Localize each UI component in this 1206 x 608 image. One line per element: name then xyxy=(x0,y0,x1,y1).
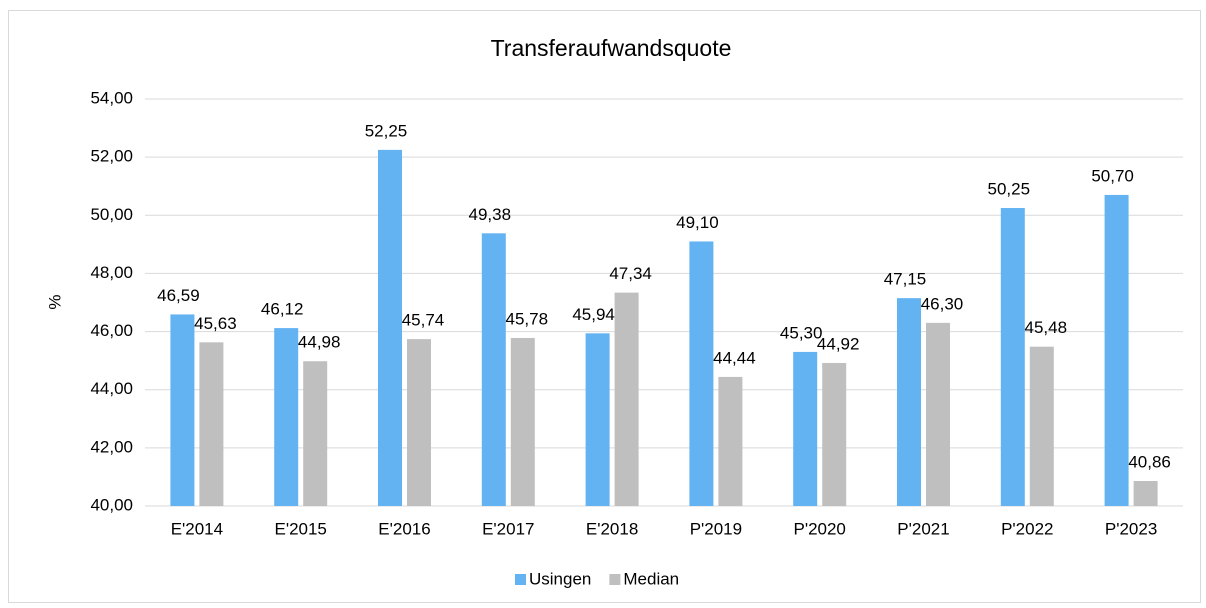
chart-title: Transferaufwandsquote xyxy=(491,35,732,61)
x-tick-label: P'2023 xyxy=(1105,519,1157,538)
bar xyxy=(689,241,714,506)
y-axis-label: % xyxy=(45,294,64,309)
bar xyxy=(199,342,224,506)
legend-label: Median xyxy=(623,569,679,588)
data-label: 45,48 xyxy=(1025,318,1068,337)
y-tick-label: 44,00 xyxy=(90,379,133,398)
bar xyxy=(274,328,299,506)
y-tick-label: 54,00 xyxy=(90,88,133,107)
x-tick-label: E'2017 xyxy=(482,519,534,538)
data-label: 46,30 xyxy=(921,294,964,313)
data-label: 45,74 xyxy=(402,311,445,330)
y-tick-label: 40,00 xyxy=(90,495,133,514)
bar xyxy=(378,149,402,506)
x-tick-label: E'2018 xyxy=(586,519,638,538)
x-tick-label: P'2020 xyxy=(793,519,845,538)
x-tick-label: E'2014 xyxy=(171,519,223,538)
data-label: 50,70 xyxy=(1091,166,1134,185)
bar xyxy=(170,314,195,506)
data-label: 50,25 xyxy=(988,180,1031,199)
data-label: 46,59 xyxy=(157,286,200,305)
bar xyxy=(1104,194,1129,506)
data-label: 47,34 xyxy=(609,264,652,283)
bar xyxy=(718,376,743,506)
data-label: 45,78 xyxy=(506,309,549,328)
bar xyxy=(793,351,818,506)
bar xyxy=(614,292,639,506)
data-label: 52,25 xyxy=(365,121,408,140)
y-tick-label: 42,00 xyxy=(90,437,133,456)
bar xyxy=(303,361,328,506)
x-tick-label: E'2015 xyxy=(274,519,326,538)
data-label: 47,15 xyxy=(884,270,927,289)
legend-swatch xyxy=(609,574,621,585)
legend-swatch xyxy=(515,574,526,585)
y-tick-label: 48,00 xyxy=(90,263,133,282)
data-label: 46,12 xyxy=(261,300,304,319)
data-label: 44,92 xyxy=(817,334,860,353)
y-tick-label: 46,00 xyxy=(90,321,133,340)
data-label: 44,44 xyxy=(713,348,756,367)
y-tick-label: 50,00 xyxy=(90,205,133,224)
data-label: 44,98 xyxy=(298,333,341,352)
data-label: 40,86 xyxy=(1128,452,1171,471)
data-label: 45,30 xyxy=(780,323,823,342)
bar xyxy=(1133,480,1158,506)
x-tick-label: P'2021 xyxy=(897,519,949,538)
bar xyxy=(481,233,506,506)
data-label: 45,63 xyxy=(194,314,237,333)
bar xyxy=(1000,208,1025,506)
bar xyxy=(822,362,847,506)
bar xyxy=(897,298,921,506)
data-label: 45,94 xyxy=(572,305,615,324)
data-label: 49,38 xyxy=(469,205,512,224)
x-tick-label: P'2019 xyxy=(690,519,742,538)
legend-label: Usingen xyxy=(529,569,591,588)
bar xyxy=(1029,346,1054,506)
bar xyxy=(926,322,950,506)
bar xyxy=(407,339,431,506)
x-tick-label: E'2016 xyxy=(378,519,430,538)
data-label: 49,10 xyxy=(676,213,719,232)
x-tick-label: P'2022 xyxy=(1001,519,1053,538)
bar xyxy=(585,333,610,506)
bar xyxy=(510,337,535,506)
y-tick-label: 52,00 xyxy=(90,147,133,166)
